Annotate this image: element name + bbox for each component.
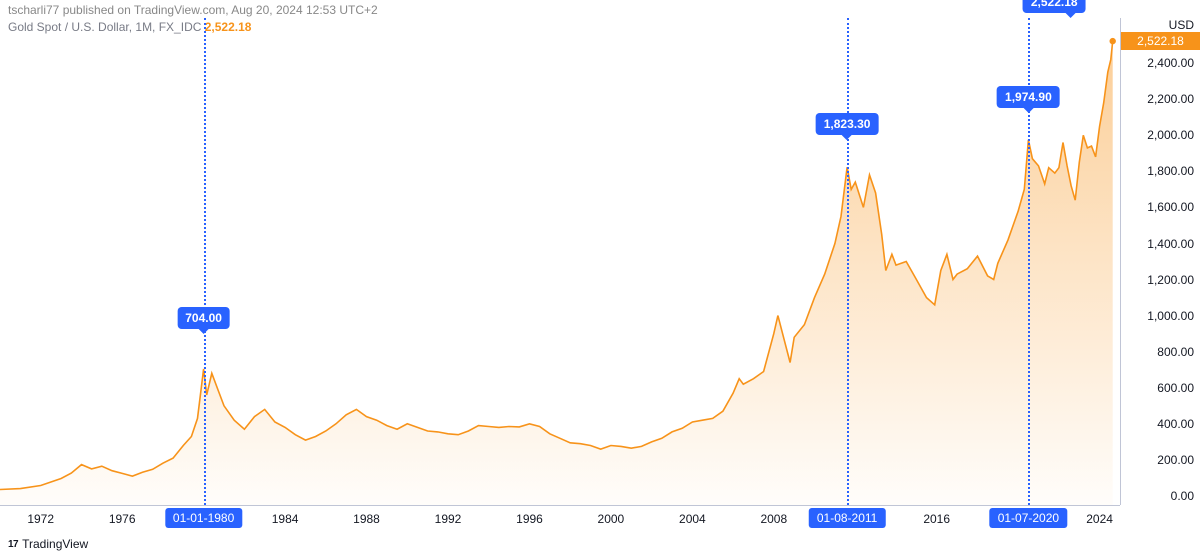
- y-tick-label: 2,000.00: [1147, 128, 1194, 142]
- price-callout: 704.00: [177, 307, 230, 329]
- y-tick-label: 1,600.00: [1147, 200, 1194, 214]
- plot-region[interactable]: 704.001,823.301,974.902,522.18: [0, 18, 1120, 505]
- y-tick-label: 600.00: [1157, 381, 1194, 395]
- y-tick-label: 1,800.00: [1147, 164, 1194, 178]
- marker-vline: [847, 18, 849, 505]
- brand-name: TradingView: [22, 537, 88, 551]
- y-axis-current-badge: 2,522.18: [1121, 32, 1200, 50]
- y-tick-label: 1,000.00: [1147, 309, 1194, 323]
- x-axis-date-badge: 01-08-2011: [809, 508, 886, 528]
- y-tick-label: 200.00: [1157, 453, 1194, 467]
- x-tick-label: 2000: [598, 512, 625, 526]
- y-tick-label: 0.00: [1171, 489, 1194, 503]
- x-tick-label: 2004: [679, 512, 706, 526]
- y-tick-label: 400.00: [1157, 417, 1194, 431]
- x-tick-label: 1992: [435, 512, 462, 526]
- y-tick-label: 800.00: [1157, 345, 1194, 359]
- x-tick-label: 1976: [109, 512, 136, 526]
- x-axis-date-badge: 01-07-2020: [990, 508, 1067, 528]
- x-tick-label: 2024: [1086, 512, 1113, 526]
- x-tick-label: 2008: [760, 512, 787, 526]
- x-axis-date-badge: 01-01-1980: [165, 508, 242, 528]
- price-callout: 1,823.30: [816, 113, 879, 135]
- chart-area: 704.00 1,823.30 1,974.90 2,522.18 USD 0.00 2…: [0, 0, 1200, 555]
- y-axis: USD 0.00 200.00 400.00 600.00 800.00 1,000.00…: [1120, 18, 1200, 505]
- footer-brand: 17 TradingView: [8, 537, 88, 551]
- y-tick-label: 1,400.00: [1147, 237, 1194, 251]
- x-axis: 1972 1976 1984 1988 1992 1996 2000 2004 2008 2016…: [0, 505, 1120, 533]
- x-tick-label: 2016: [923, 512, 950, 526]
- y-tick-label: 2,200.00: [1147, 92, 1194, 106]
- price-callout: 2,522.18: [1023, 0, 1086, 13]
- y-axis-unit: USD: [1169, 18, 1194, 32]
- y-tick-label: 1,200.00: [1147, 273, 1194, 287]
- x-tick-label: 1996: [516, 512, 543, 526]
- x-tick-label: 1988: [353, 512, 380, 526]
- x-tick-label: 1972: [27, 512, 54, 526]
- marker-vline: [204, 18, 206, 505]
- y-tick-label: 2,400.00: [1147, 56, 1194, 70]
- x-tick-label: 1984: [272, 512, 299, 526]
- price-callout: 1,974.90: [997, 86, 1060, 108]
- brand-logo-icon: 17: [8, 539, 18, 550]
